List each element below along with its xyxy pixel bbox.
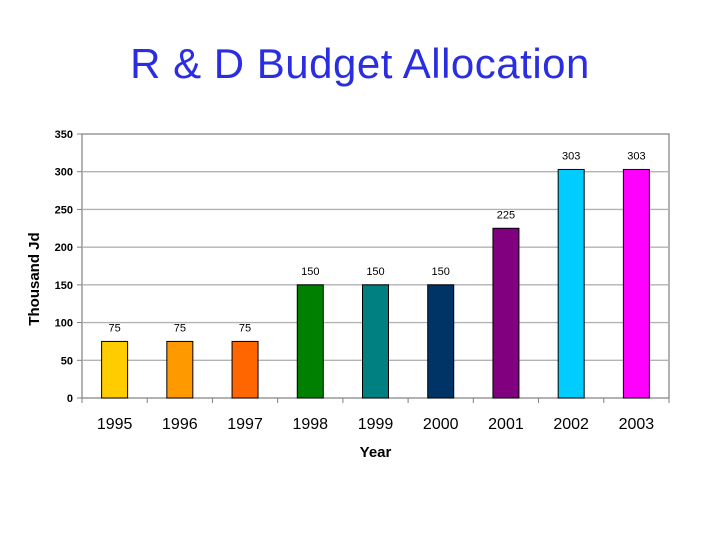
bar-1996	[166, 340, 194, 399]
y-tick-label: 200	[55, 242, 73, 254]
bar-2000	[427, 284, 455, 399]
y-tick-label: 350	[55, 129, 73, 141]
x-tick-label-1997: 1997	[227, 416, 263, 433]
bar-2003	[622, 168, 650, 399]
x-tick-label-1999: 1999	[358, 416, 394, 433]
y-tick-label: 0	[67, 393, 73, 405]
x-tick-label-1996: 1996	[162, 416, 198, 433]
y-tick-label: 50	[61, 355, 73, 367]
bar-1998	[296, 284, 324, 399]
data-label-1997: 75	[239, 322, 251, 334]
x-tick-label-1998: 1998	[292, 416, 328, 433]
data-label-2001: 225	[497, 209, 515, 221]
x-axis-title: Year	[360, 444, 392, 461]
x-tick-label-2000: 2000	[423, 416, 459, 433]
data-label-2000: 150	[432, 266, 450, 278]
x-tick-label-2002: 2002	[553, 416, 589, 433]
bar-1999	[362, 284, 389, 399]
data-label-1999: 150	[366, 266, 384, 278]
data-label-1998: 150	[301, 266, 319, 278]
x-tick-label-2003: 2003	[619, 416, 655, 433]
data-label-1996: 75	[174, 322, 186, 334]
y-axis-title: Thousand Jd	[26, 232, 43, 325]
y-tick-label: 250	[55, 204, 73, 216]
chart-title: R & D Budget Allocation	[130, 40, 590, 87]
bar-1995	[101, 340, 129, 399]
bar-2001	[492, 227, 520, 399]
x-tick-label-1995: 1995	[97, 416, 133, 433]
data-label-2003: 303	[627, 150, 645, 162]
y-tick-label: 100	[55, 318, 73, 330]
y-tick-label: 300	[55, 167, 73, 179]
x-tick-label-2001: 2001	[488, 416, 524, 433]
y-tick-label: 150	[55, 280, 73, 292]
bar-2002	[557, 168, 585, 399]
data-label-2002: 303	[562, 150, 580, 162]
bar-1997	[231, 340, 259, 399]
data-label-1995: 75	[108, 322, 120, 334]
